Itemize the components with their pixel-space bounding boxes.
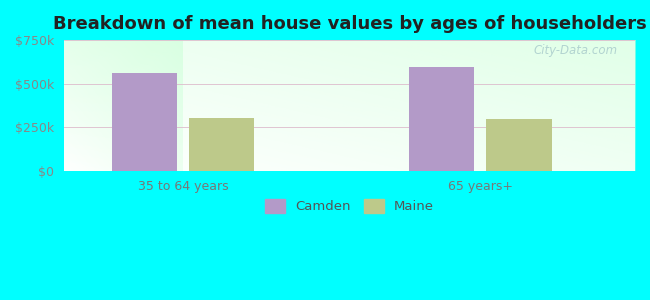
Bar	[189, 118, 254, 171]
Text: City-Data.com: City-Data.com	[534, 44, 618, 57]
Legend: Camden, Maine: Camden, Maine	[259, 194, 439, 219]
Bar	[112, 73, 177, 171]
Bar	[486, 119, 552, 171]
Bar	[409, 67, 474, 171]
Title: Breakdown of mean house values by ages of householders: Breakdown of mean house values by ages o…	[53, 15, 646, 33]
